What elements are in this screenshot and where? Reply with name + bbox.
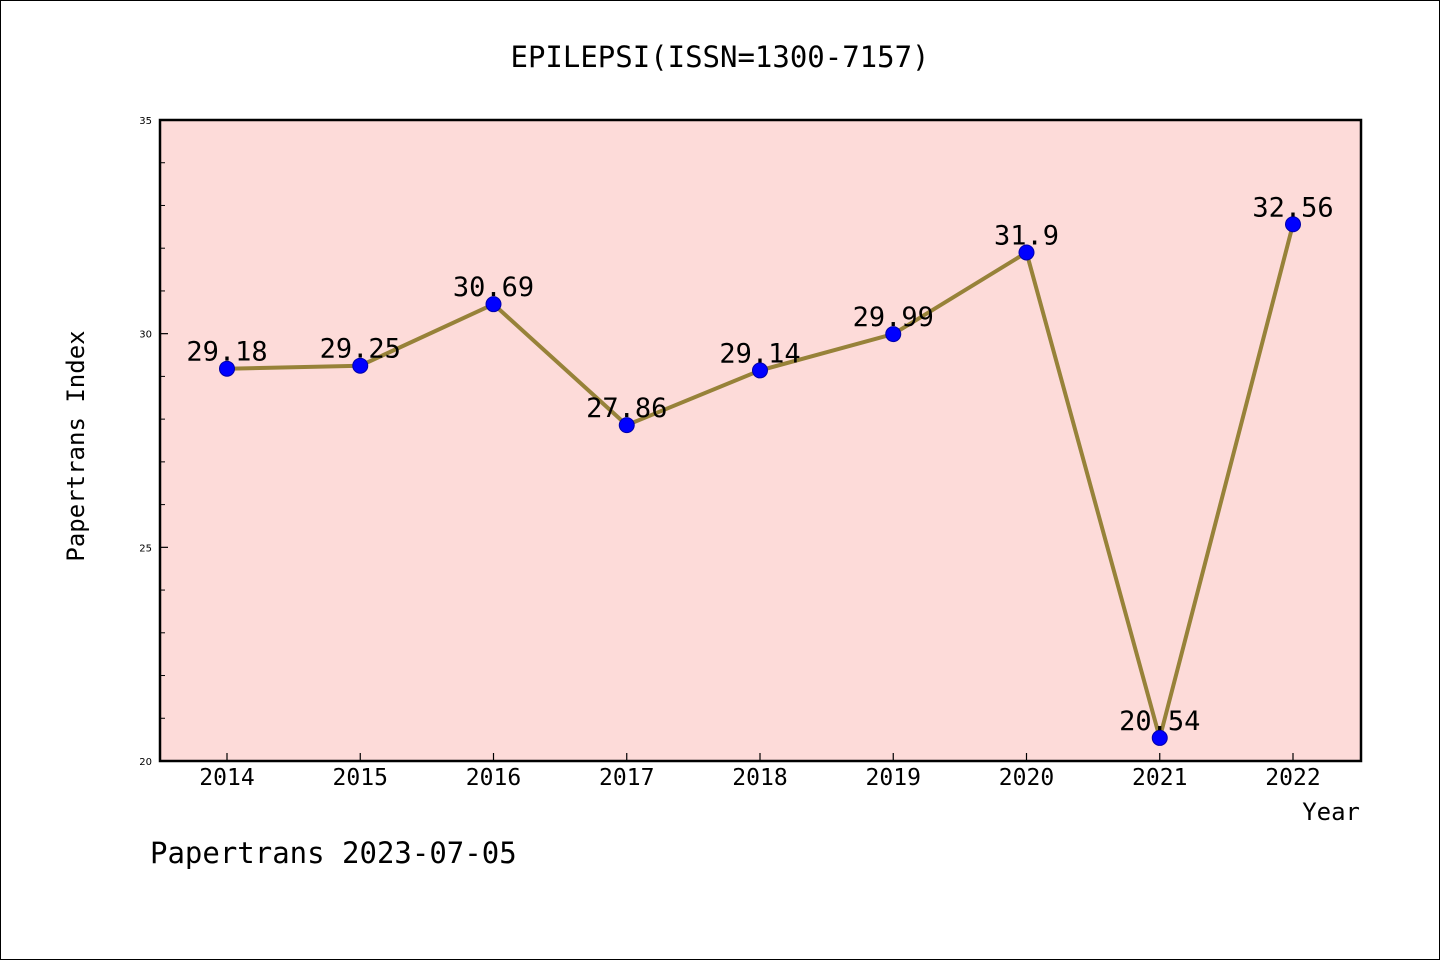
x-tick-label: 2017 <box>599 765 654 791</box>
data-point <box>485 296 502 313</box>
footer-caption: Papertrans 2023-07-05 <box>150 836 517 870</box>
data-label: 29.18 <box>186 337 267 368</box>
chart-title: EPILEPSI(ISSN=1300-7157) <box>510 40 929 74</box>
data-point <box>219 360 235 377</box>
x-tick-label: 2015 <box>333 765 388 791</box>
data-label: 29.25 <box>320 334 401 365</box>
x-tick-label: 2019 <box>866 765 921 791</box>
y-axis-label: Papertrans Index <box>62 330 90 561</box>
plot-border <box>158 118 1363 763</box>
data-point <box>352 357 369 374</box>
data-point <box>1018 244 1035 261</box>
series-markers <box>219 216 1301 746</box>
y-tick-label: 30 <box>139 330 152 341</box>
data-label: 30.69 <box>453 272 534 303</box>
data-label: 29.99 <box>853 302 934 333</box>
data-labels: 29.18 29.25 30.69 27.86 29.14 29.99 31.9 20.54 3… <box>186 192 1333 737</box>
x-tick-label: 2021 <box>1132 765 1187 791</box>
data-label: 20.54 <box>1119 706 1200 737</box>
x-axis-ticks: 2014 2015 2016 2017 2018 2019 2020 2021 2022 <box>199 753 1321 791</box>
data-label: 32.56 <box>1252 192 1333 223</box>
y-tick-label: 35 <box>139 116 152 127</box>
x-tick-label: 2020 <box>999 765 1054 791</box>
data-label: 27.86 <box>586 393 667 424</box>
data-point <box>1151 729 1168 746</box>
data-point <box>752 362 768 379</box>
x-tick-label: 2014 <box>199 765 254 791</box>
data-point <box>1285 216 1301 233</box>
data-label: 29.14 <box>719 338 800 369</box>
data-point <box>885 326 902 343</box>
x-tick-label: 2018 <box>732 765 787 791</box>
x-axis-label: Year <box>1302 798 1360 826</box>
data-point <box>618 417 635 434</box>
data-label: 31.9 <box>994 220 1059 251</box>
plot-area <box>160 120 1361 761</box>
x-tick-label: 2016 <box>466 765 521 791</box>
x-tick-label: 2022 <box>1265 765 1320 791</box>
y-tick-label: 25 <box>139 543 152 554</box>
y-tick-label: 20 <box>139 757 152 768</box>
